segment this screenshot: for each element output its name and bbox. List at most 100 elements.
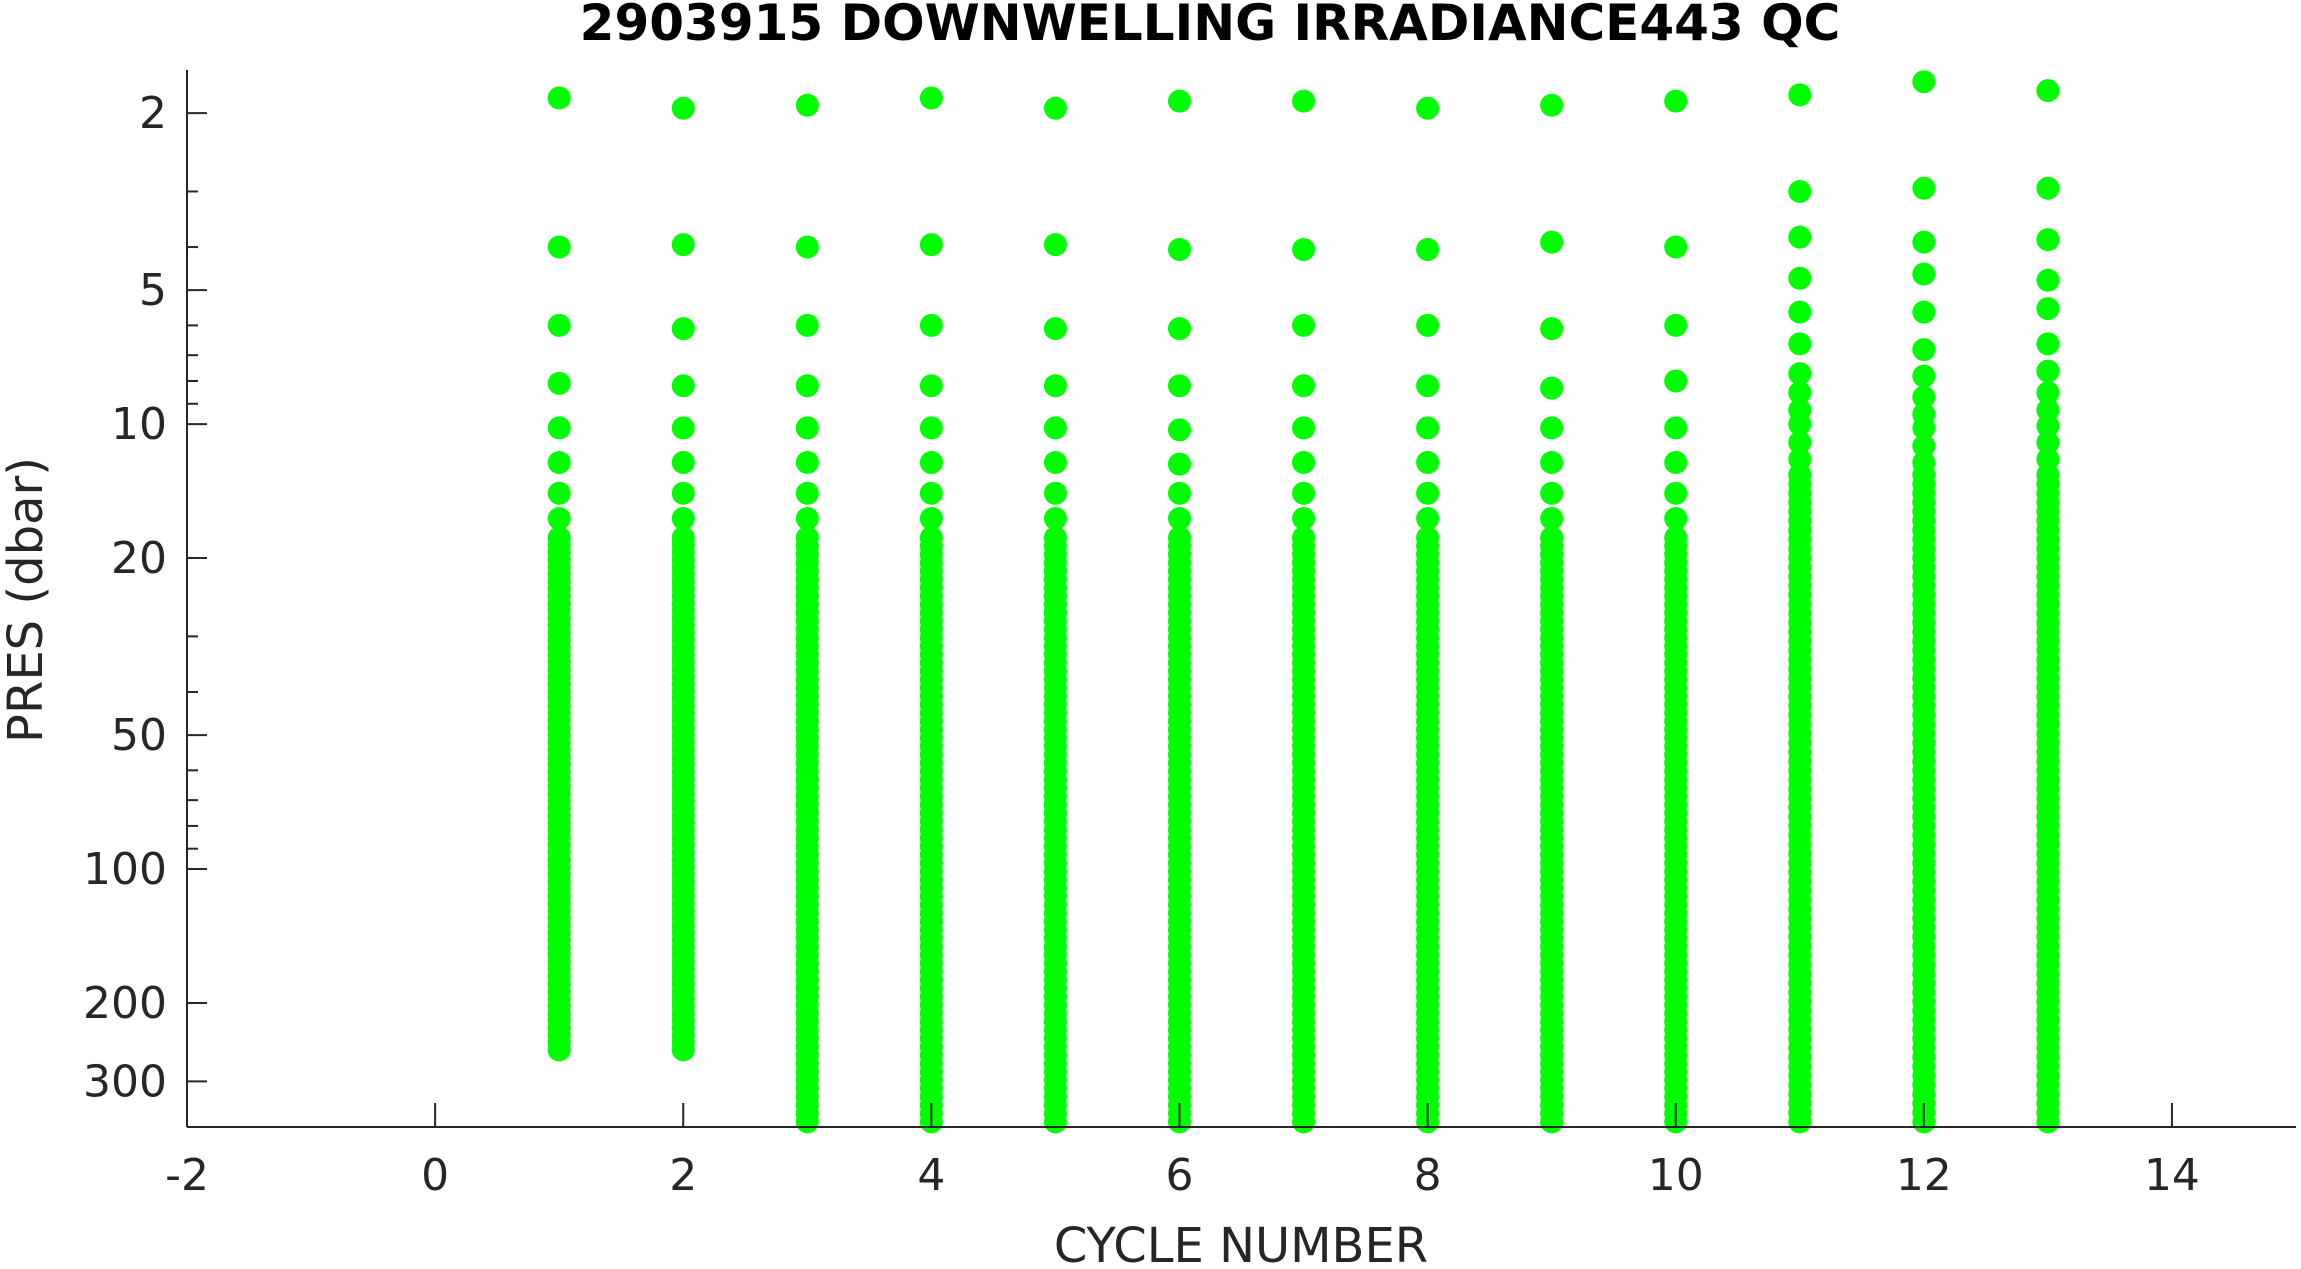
data-point xyxy=(2036,297,2060,321)
data-point xyxy=(795,507,819,531)
data-point xyxy=(547,86,571,110)
data-point xyxy=(1167,317,1191,341)
data-point xyxy=(1788,362,1812,386)
cycle-9-profile xyxy=(1540,93,1564,1134)
data-point xyxy=(1416,451,1440,475)
x-tick-label: 12 xyxy=(1896,1150,1952,1201)
x-tick-label: 6 xyxy=(1165,1150,1193,1201)
x-tick-label: 14 xyxy=(2144,1150,2200,1201)
cycle-12-profile xyxy=(1912,70,1936,1134)
data-point xyxy=(547,371,571,395)
cycle-3-profile xyxy=(795,93,819,1134)
data-point xyxy=(547,507,571,531)
data-point xyxy=(1292,416,1316,440)
data-point xyxy=(2036,431,2060,455)
data-point xyxy=(1540,451,1564,475)
data-point xyxy=(1292,481,1316,505)
data-point xyxy=(1788,381,1812,405)
data-point xyxy=(2036,332,2060,356)
data-point xyxy=(547,235,571,259)
x-axis-label: CYCLE NUMBER xyxy=(1054,1218,1428,1269)
data-point xyxy=(2036,381,2060,405)
data-point xyxy=(547,416,571,440)
data-point xyxy=(671,233,695,257)
cycle-10-profile xyxy=(1664,89,1688,1134)
cycle-11-profile xyxy=(1788,83,1812,1134)
data-point xyxy=(2036,228,2060,252)
data-point xyxy=(1043,481,1067,505)
data-point xyxy=(1167,418,1191,442)
data-point xyxy=(1664,369,1688,393)
data-point xyxy=(795,481,819,505)
data-point xyxy=(671,416,695,440)
data-point xyxy=(919,86,943,110)
data-point xyxy=(1416,507,1440,531)
data-point xyxy=(547,313,571,337)
x-tick-label: 8 xyxy=(1414,1150,1442,1201)
data-point xyxy=(1664,235,1688,259)
x-tick-label: -2 xyxy=(165,1150,209,1201)
data-point xyxy=(1043,96,1067,120)
data-point xyxy=(2036,1110,2060,1134)
data-point xyxy=(1664,451,1688,475)
data-point xyxy=(1788,1110,1812,1134)
data-point xyxy=(1912,434,1936,458)
data-point xyxy=(1167,481,1191,505)
y-axis: 2 5 10 20 50 100 200 300 xyxy=(83,88,207,1107)
data-point xyxy=(1912,416,1936,440)
data-point xyxy=(1167,237,1191,261)
data-point xyxy=(1912,364,1936,388)
data-point xyxy=(1416,416,1440,440)
data-point xyxy=(1912,385,1936,409)
cycle-2-profile xyxy=(671,96,695,1062)
cycle-6-profile xyxy=(1167,89,1191,1134)
data-point xyxy=(1540,376,1564,400)
data-point xyxy=(1043,1110,1067,1134)
data-point xyxy=(1416,96,1440,120)
x-axis: -2 0 2 4 6 8 10 12 14 xyxy=(165,1103,2200,1201)
data-point xyxy=(795,1110,819,1134)
y-tick-label: 50 xyxy=(111,710,167,761)
data-point xyxy=(671,317,695,341)
data-point xyxy=(1416,374,1440,398)
data-point xyxy=(547,451,571,475)
data-point xyxy=(1540,507,1564,531)
data-point xyxy=(1788,83,1812,107)
y-tick-label: 20 xyxy=(111,533,167,584)
data-point xyxy=(1912,230,1936,254)
data-point xyxy=(671,507,695,531)
data-point xyxy=(1788,266,1812,290)
data-point xyxy=(919,481,943,505)
data-point xyxy=(795,416,819,440)
data-point xyxy=(2036,414,2060,438)
data-point xyxy=(1540,317,1564,341)
data-point xyxy=(1788,332,1812,356)
cycle-5-profile xyxy=(1043,96,1067,1134)
data-point xyxy=(1167,374,1191,398)
data-point xyxy=(1788,300,1812,324)
data-point xyxy=(1043,374,1067,398)
data-point xyxy=(671,451,695,475)
x-tick-label: 4 xyxy=(917,1150,945,1201)
x-tick-label: 0 xyxy=(421,1150,449,1201)
data-point xyxy=(1416,313,1440,337)
data-point xyxy=(547,1038,571,1062)
data-point xyxy=(1664,313,1688,337)
data-point xyxy=(1788,412,1812,436)
data-point xyxy=(1292,237,1316,261)
data-point xyxy=(1664,481,1688,505)
data-point xyxy=(1788,179,1812,203)
cycle-1-profile xyxy=(547,86,571,1062)
data-point xyxy=(1912,338,1936,362)
data-point xyxy=(1912,176,1936,200)
data-point xyxy=(1043,416,1067,440)
data-point xyxy=(1912,300,1936,324)
data-point xyxy=(671,481,695,505)
data-point xyxy=(1043,317,1067,341)
data-point xyxy=(1788,431,1812,455)
data-point xyxy=(671,1038,695,1062)
x-tick-label: 2 xyxy=(669,1150,697,1201)
data-point xyxy=(1292,89,1316,113)
cycle-13-profile xyxy=(2036,79,2060,1134)
